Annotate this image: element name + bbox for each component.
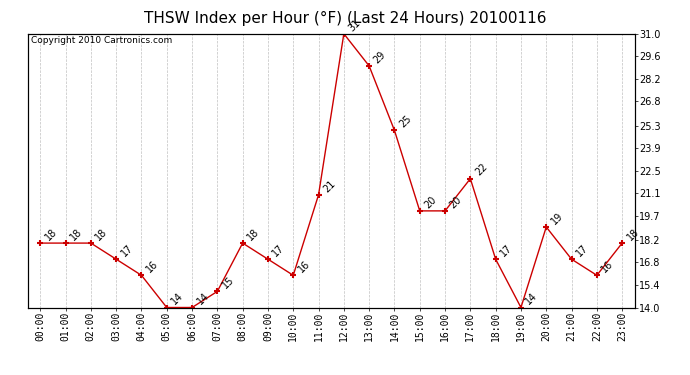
- Text: 18: 18: [625, 226, 640, 242]
- Text: 14: 14: [170, 291, 185, 307]
- Text: 18: 18: [246, 226, 261, 242]
- Text: 16: 16: [296, 259, 312, 274]
- Text: 29: 29: [372, 50, 388, 65]
- Text: 31: 31: [346, 17, 362, 33]
- Text: 14: 14: [524, 291, 540, 307]
- Text: 21: 21: [322, 178, 337, 194]
- Text: 22: 22: [473, 162, 489, 178]
- Text: 20: 20: [422, 194, 438, 210]
- Text: 25: 25: [397, 114, 413, 130]
- Text: 16: 16: [600, 259, 615, 274]
- Text: 18: 18: [43, 226, 59, 242]
- Text: 17: 17: [270, 243, 286, 258]
- Text: 15: 15: [220, 275, 236, 291]
- Text: 16: 16: [144, 259, 160, 274]
- Text: 20: 20: [448, 194, 464, 210]
- Text: 17: 17: [498, 243, 514, 258]
- Text: 18: 18: [94, 226, 109, 242]
- Text: 14: 14: [195, 291, 210, 307]
- Text: 17: 17: [574, 243, 590, 258]
- Text: 17: 17: [119, 243, 135, 258]
- Text: Copyright 2010 Cartronics.com: Copyright 2010 Cartronics.com: [30, 36, 172, 45]
- Text: 18: 18: [68, 226, 84, 242]
- Text: 19: 19: [549, 210, 564, 226]
- Text: THSW Index per Hour (°F) (Last 24 Hours) 20100116: THSW Index per Hour (°F) (Last 24 Hours)…: [144, 11, 546, 26]
